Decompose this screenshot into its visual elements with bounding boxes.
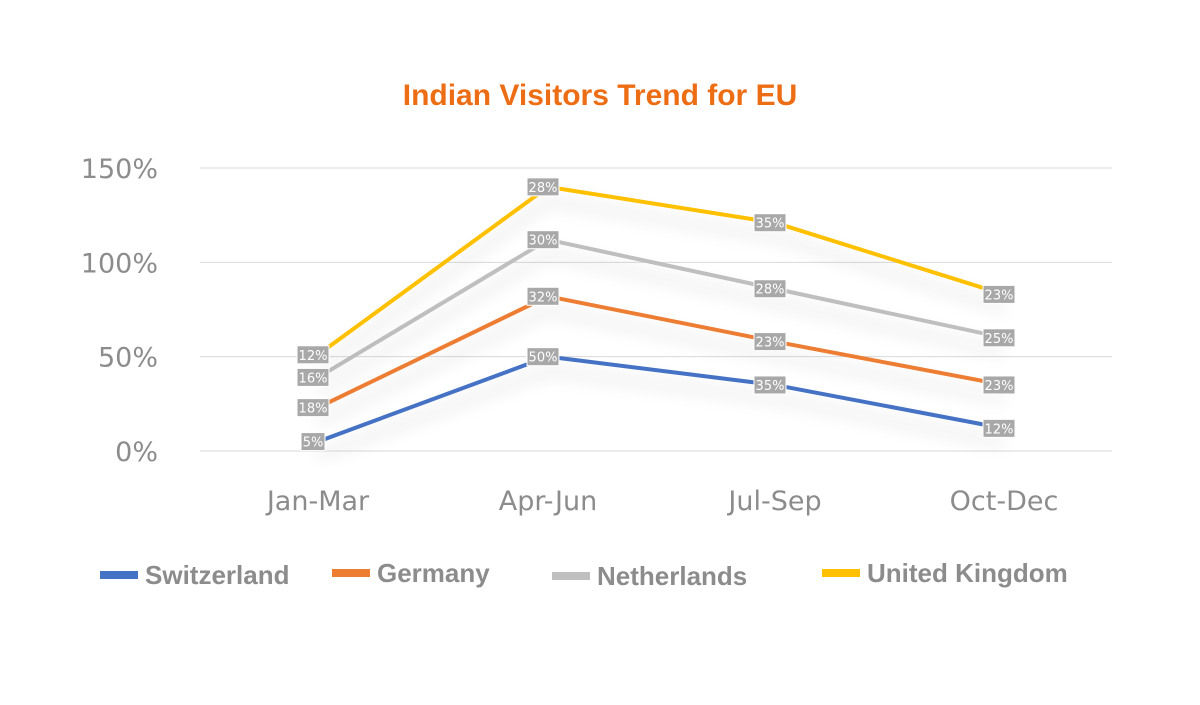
data-label-text: 28%	[756, 283, 785, 298]
legend-label: United Kingdom	[867, 558, 1068, 588]
data-label: 16%	[297, 368, 329, 386]
legend-item-netherlands: Netherlands	[552, 561, 747, 591]
data-label-text: 23%	[756, 336, 785, 351]
data-label-text: 5%	[303, 436, 324, 451]
legend-label: Netherlands	[597, 561, 747, 591]
x-tick-label: Jul-Sep	[726, 486, 821, 517]
legend-item-switzerland: Switzerland	[100, 560, 289, 590]
data-label-text: 35%	[756, 379, 785, 394]
y-tick-label: 100%	[81, 248, 158, 279]
data-label-text: 16%	[299, 371, 328, 386]
data-label-text: 28%	[529, 181, 558, 196]
data-label: 32%	[527, 287, 559, 305]
data-label-text: 23%	[985, 288, 1014, 303]
line-chart: Indian Visitors Trend for EU 0% 50% 100% 15…	[0, 0, 1200, 705]
chart-title: Indian Visitors Trend for EU	[403, 79, 798, 112]
series-line-switzerland	[318, 357, 1004, 442]
data-label-text: 25%	[985, 332, 1014, 347]
data-label: 23%	[983, 376, 1015, 394]
data-label: 12%	[297, 346, 329, 364]
data-label: 12%	[983, 419, 1015, 437]
data-label-text: 12%	[299, 349, 328, 364]
y-tick-label: 50%	[98, 343, 158, 374]
legend-label: Germany	[377, 558, 490, 588]
x-tick-label: Apr-Jun	[499, 486, 597, 517]
data-label: 28%	[754, 280, 786, 298]
x-tick-label: Oct-Dec	[950, 486, 1059, 517]
data-label: 25%	[983, 329, 1015, 347]
data-label-text: 35%	[756, 217, 785, 232]
legend-label: Switzerland	[145, 560, 289, 590]
data-label: 50%	[527, 348, 559, 366]
data-label-text: 30%	[529, 234, 558, 249]
legend-swatch	[100, 571, 138, 579]
data-label: 18%	[297, 399, 329, 417]
data-label-text: 23%	[985, 379, 1014, 394]
data-label: 35%	[754, 376, 786, 394]
gridlines	[200, 168, 1112, 451]
legend-swatch	[822, 569, 860, 577]
series-line-united-kingdom	[318, 187, 1004, 355]
y-axis-ticks: 0% 50% 100% 150%	[81, 154, 158, 468]
data-label: 30%	[527, 231, 559, 249]
x-axis-ticks: Jan-Mar Apr-Jun Jul-Sep Oct-Dec	[265, 486, 1059, 517]
data-label: 35%	[754, 214, 786, 232]
x-tick-label: Jan-Mar	[265, 486, 370, 517]
data-label-text: 12%	[985, 422, 1014, 437]
series-lines	[318, 187, 1004, 442]
legend-item-germany: Germany	[332, 558, 490, 588]
data-label: 23%	[754, 333, 786, 351]
data-label-text: 32%	[529, 290, 558, 305]
legend-swatch	[332, 569, 370, 577]
data-label: 23%	[983, 285, 1015, 303]
legend-item-united-kingdom: United Kingdom	[822, 558, 1068, 588]
legend-swatch	[552, 572, 590, 580]
data-label: 28%	[527, 178, 559, 196]
data-label: 5%	[301, 433, 325, 451]
y-tick-label: 150%	[81, 154, 158, 185]
chart-container: Indian Visitors Trend for EU 0% 50% 100% 15…	[0, 0, 1200, 705]
series-line-germany	[318, 296, 1004, 407]
y-tick-label: 0%	[115, 437, 158, 468]
legend: Switzerland Germany Netherlands United King…	[100, 558, 1068, 591]
data-label-text: 18%	[299, 402, 328, 417]
data-label-text: 50%	[529, 351, 558, 366]
